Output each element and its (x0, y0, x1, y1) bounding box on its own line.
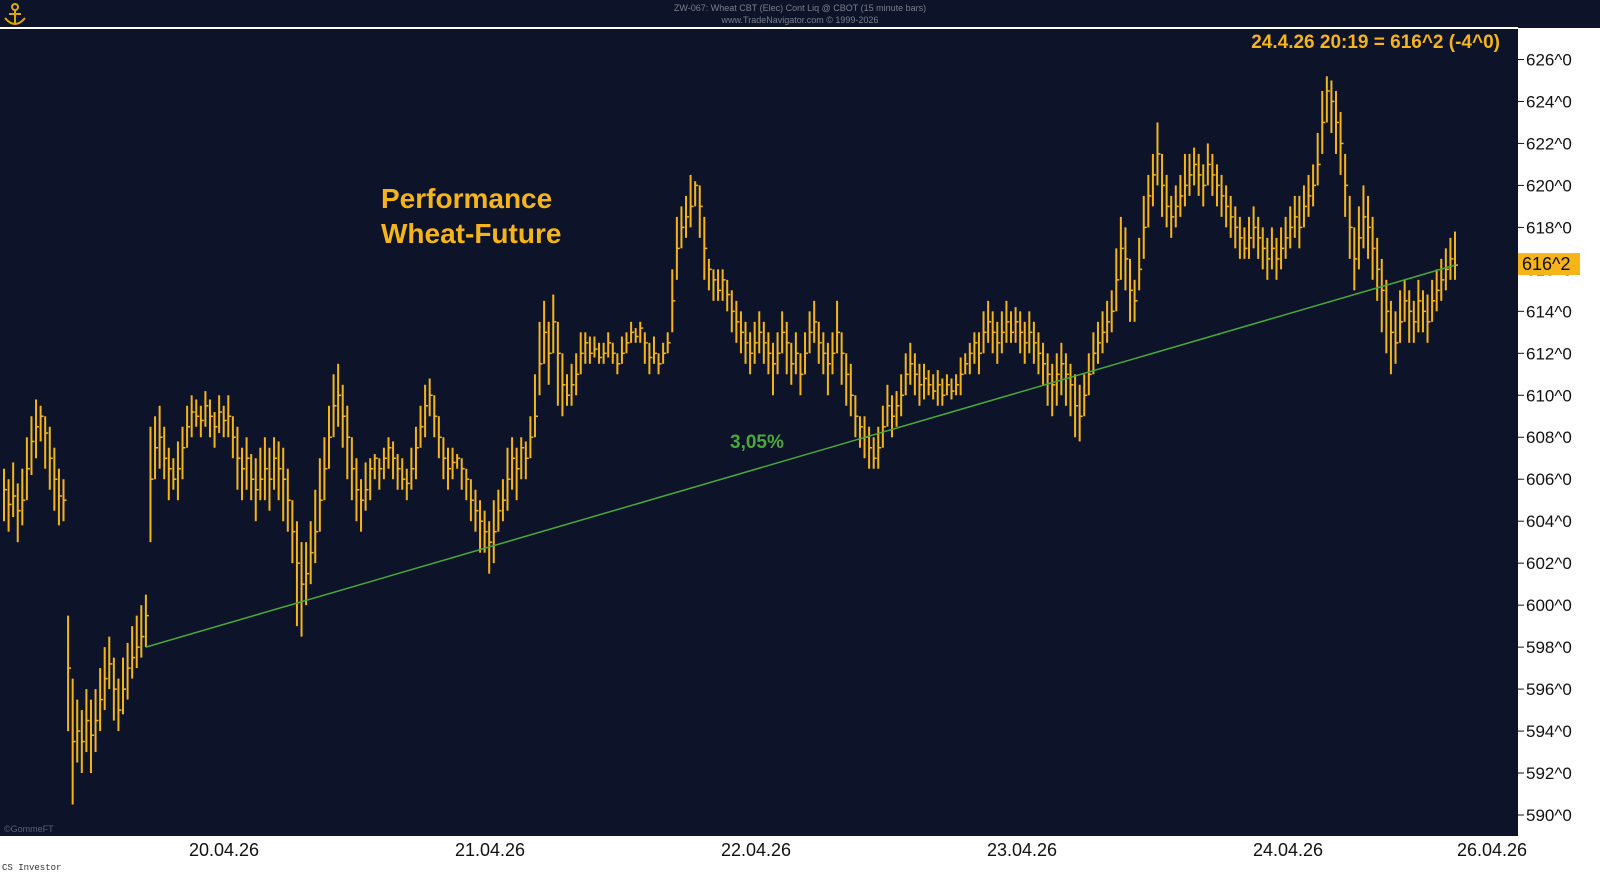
trendline (145, 264, 1456, 648)
x-tick-label: 21.04.26 (455, 840, 525, 860)
y-tick-label: 596^0 (1526, 680, 1572, 699)
y-tick-label: 618^0 (1526, 218, 1572, 237)
x-tick-label: 24.04.26 (1253, 840, 1323, 860)
y-tick-label: 626^0 (1526, 50, 1572, 69)
y-tick-label: 592^0 (1526, 764, 1572, 783)
price-bars (3, 76, 1458, 805)
chart-title-line1: Performance (381, 183, 552, 214)
last-price-label: 616^2 (1522, 254, 1571, 274)
last-price-badge (1518, 253, 1580, 276)
chart-title-line2: Wheat-Future (381, 218, 561, 249)
y-tick-label: 598^0 (1526, 638, 1572, 657)
y-tick-label: 604^0 (1526, 512, 1572, 531)
quote-label: 24.4.26 20:19 = 616^2 (-4^0) (1251, 32, 1500, 53)
y-tick-label: 612^0 (1526, 344, 1572, 363)
watermark: ©GommeFT (4, 824, 54, 834)
y-tick-label: 600^0 (1526, 596, 1572, 615)
trendline-label: 3,05% (730, 432, 784, 453)
y-tick-label: 622^0 (1526, 134, 1572, 153)
y-tick-label: 594^0 (1526, 722, 1572, 741)
y-tick-label: 608^0 (1526, 428, 1572, 447)
x-axis-labels: 20.04.26 21.04.26 22.04.26 23.04.26 24.04.26… (189, 840, 1527, 860)
time-axis-band (0, 836, 1600, 874)
anchor-logo-icon (4, 3, 26, 25)
y-tick-label: 610^0 (1526, 386, 1572, 405)
y-tick-label: 620^0 (1526, 176, 1572, 195)
x-tick-label: 26.04.26 (1457, 840, 1527, 860)
y-tick-label: 606^0 (1526, 470, 1572, 489)
y-tick-label: 624^0 (1526, 92, 1572, 111)
last-price-marker: 616^2 (1518, 253, 1580, 276)
y-tick-label: 614^0 (1526, 302, 1572, 321)
y-tick-label: 590^0 (1526, 806, 1572, 825)
x-tick-label: 22.04.26 (721, 840, 791, 860)
chart-header-title: ZW-067: Wheat CBT (Elec) Cont Liq @ CBOT… (673, 3, 927, 13)
x-tick-label: 20.04.26 (189, 840, 259, 860)
source-note: CS Investor (2, 863, 62, 873)
y-tick-label: 602^0 (1526, 554, 1572, 573)
chart-header-copyright: www.TradeNavigator.com © 1999-2026 (721, 15, 879, 25)
y-axis-ticks (1518, 58, 1524, 816)
x-tick-label: 23.04.26 (987, 840, 1057, 860)
y-axis-labels: 590^0 592^0 594^0 596^0 598^0 600^0 602^0 604^0… (1526, 50, 1572, 825)
price-axis-band (1518, 28, 1600, 836)
